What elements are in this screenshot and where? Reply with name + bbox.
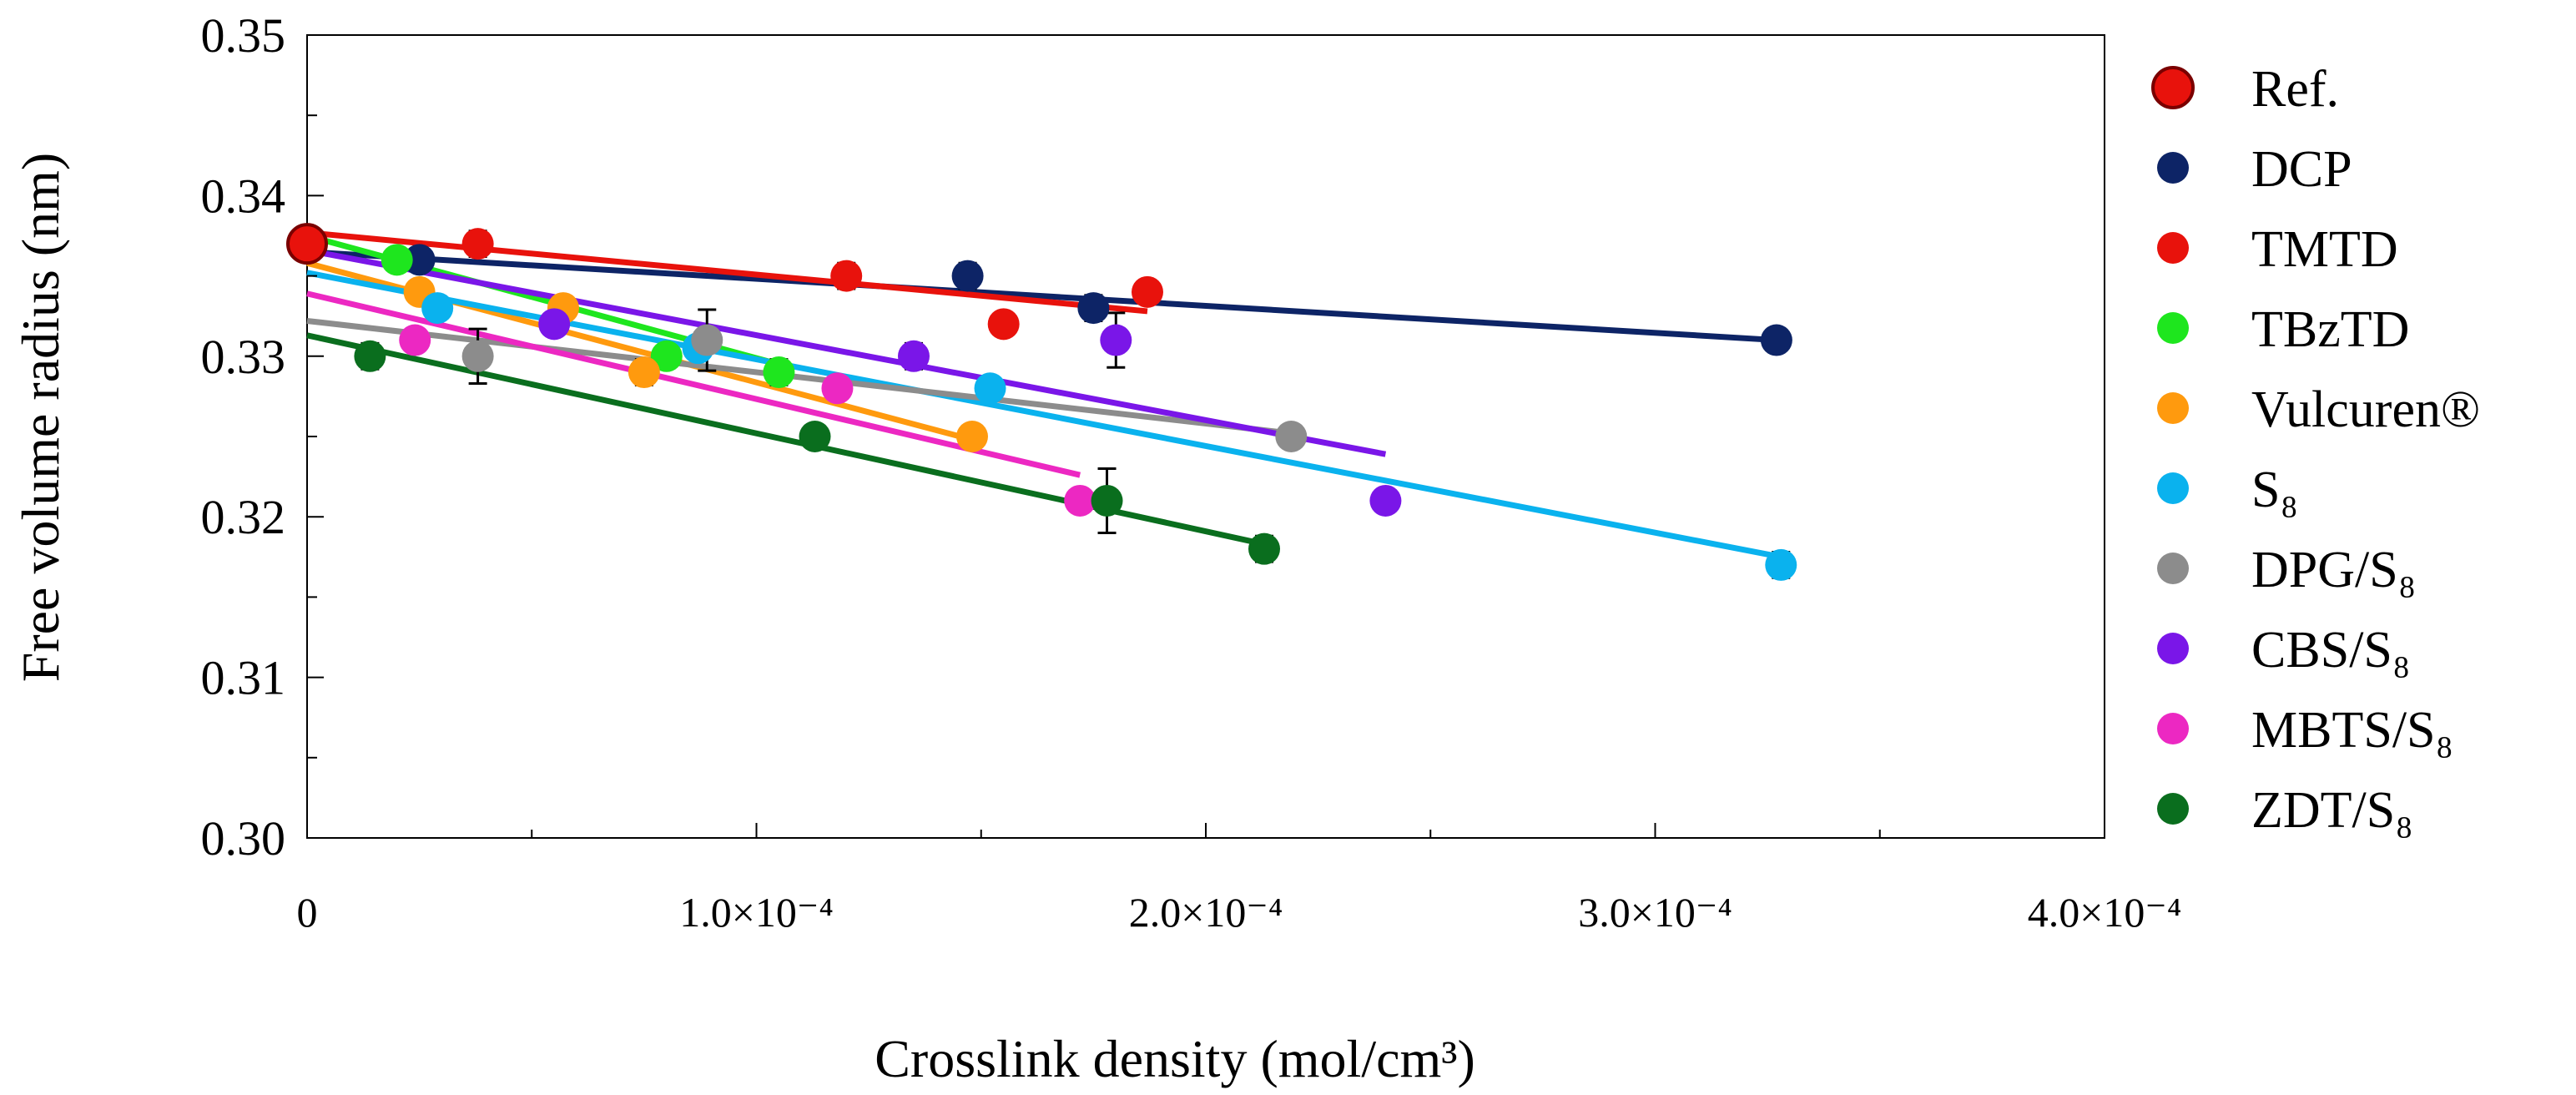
legend-label: DCP	[2251, 141, 2352, 198]
fit-line	[306, 270, 1782, 560]
data-point	[1100, 324, 1132, 356]
data-point	[399, 324, 431, 356]
y-tick-label: 0.34	[201, 169, 286, 223]
data-point	[799, 421, 831, 452]
data-point	[354, 340, 386, 372]
data-point	[974, 372, 1006, 405]
error-bars	[360, 230, 1791, 579]
x-tick-label: 4.0×10⁻⁴	[2028, 889, 2182, 936]
legend-label: MBTS/S₈	[2251, 702, 2453, 759]
legend-label: Vulcuren®	[2251, 381, 2480, 438]
data-point	[821, 372, 854, 405]
legend-label: TBzTD	[2251, 301, 2409, 358]
legend-marker	[2157, 633, 2189, 664]
data-point	[1248, 532, 1281, 565]
plot-frame	[306, 34, 2105, 839]
data-point	[650, 340, 683, 372]
legend-marker	[2157, 553, 2189, 584]
legend-marker	[2157, 392, 2189, 424]
y-tick-label: 0.32	[201, 490, 286, 544]
data-point	[628, 356, 660, 389]
data-point	[461, 228, 494, 260]
fit-line	[306, 230, 1148, 315]
y-axis-title: Free volume radius (nm)	[11, 153, 70, 683]
legend-label: ZDT/S₈	[2251, 782, 2413, 839]
x-axis-title: Crosslink density (mol/cm³)	[875, 1029, 1475, 1088]
legend-marker	[2157, 713, 2189, 744]
data-point	[897, 340, 930, 372]
x-axis-ticks: 0 1.0×10⁻⁴ 2.0×10⁻⁴ 3.0×10⁻⁴ 4.0×10⁻⁴	[297, 823, 2182, 936]
data-point	[381, 244, 413, 276]
x-tick-label: 0	[297, 889, 318, 936]
data-point	[421, 292, 454, 325]
data-point	[403, 244, 436, 276]
data-point	[1369, 484, 1402, 517]
data-point	[1275, 421, 1308, 452]
y-tick-label: 0.33	[201, 330, 286, 384]
x-tick-label: 1.0×10⁻⁴	[679, 889, 834, 936]
data-point	[1064, 484, 1096, 517]
fit-line	[306, 249, 1777, 344]
legend-marker	[2157, 312, 2189, 344]
data-point	[1077, 292, 1110, 325]
data-point	[1091, 484, 1123, 517]
fit-line	[306, 317, 1292, 436]
legend-marker	[2157, 232, 2189, 264]
legend-marker	[2157, 793, 2189, 825]
fit-lines	[306, 230, 1782, 560]
data-point	[1131, 275, 1163, 308]
legend-label: Ref.	[2251, 61, 2339, 118]
legend-label: DPG/S₈	[2251, 542, 2416, 598]
fit-line	[306, 247, 1387, 457]
legend-label: S₈	[2251, 462, 2298, 518]
data-point	[1760, 324, 1792, 356]
data-point	[286, 223, 328, 265]
y-tick-label: 0.31	[201, 651, 286, 705]
x-tick-label: 2.0×10⁻⁴	[1129, 889, 1283, 936]
data-point	[1765, 548, 1797, 581]
data-point	[987, 308, 1020, 341]
legend-label: TMTD	[2251, 221, 2398, 278]
y-tick-label: 0.30	[201, 811, 286, 865]
y-axis-ticks: 0.30 0.31 0.32 0.33 0.34 0.35	[201, 8, 324, 865]
legend-marker	[2157, 152, 2189, 184]
data-point	[951, 260, 984, 292]
data-point	[461, 340, 494, 372]
legend-marker	[2151, 66, 2195, 109]
legend: Ref. DCP TMTD TBzTD Vulcuren® S₈ DPG/S₈ CBS/S₈ M…	[2151, 61, 2480, 839]
fit-line	[306, 290, 1081, 478]
legend-label: CBS/S₈	[2251, 622, 2411, 679]
data-point	[538, 308, 571, 341]
data-point	[955, 421, 988, 452]
x-tick-label: 3.0×10⁻⁴	[1578, 889, 1732, 936]
data-point	[691, 324, 723, 356]
legend-marker	[2157, 472, 2189, 504]
data-point	[763, 356, 795, 389]
data-point	[830, 260, 863, 292]
y-tick-label: 0.35	[201, 8, 286, 63]
data-points	[286, 223, 1797, 581]
